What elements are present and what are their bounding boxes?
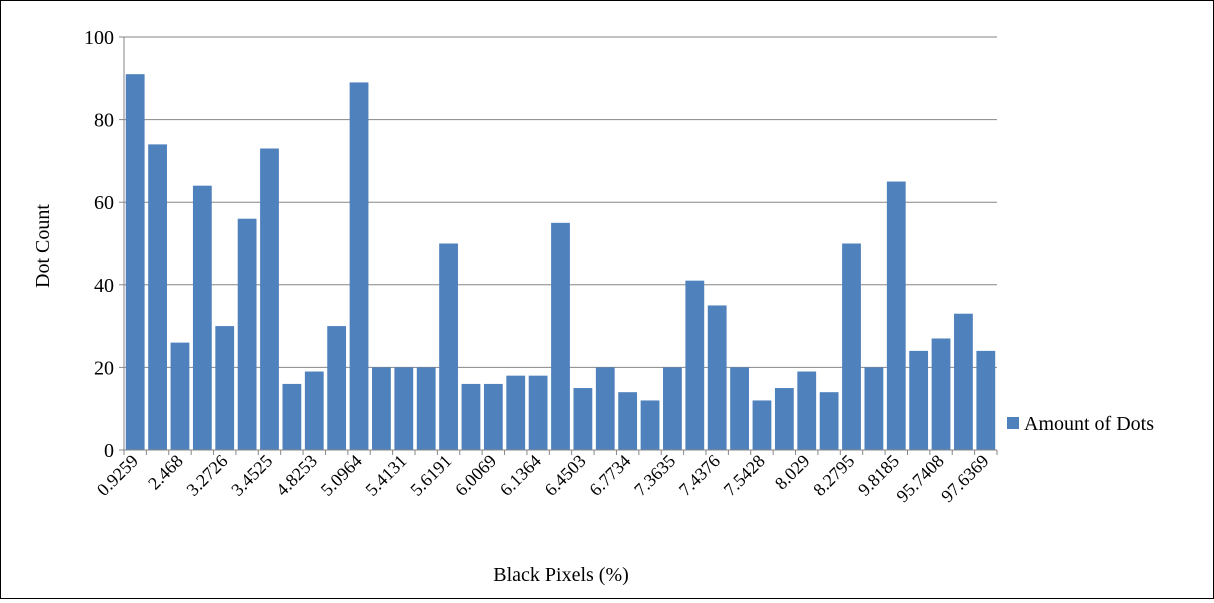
x-tick-label-10: 5.0964 xyxy=(317,451,366,500)
bar-20 xyxy=(573,388,593,450)
y-tick-label-100: 100 xyxy=(84,27,114,49)
x-tick-label-2: 2.468 xyxy=(144,451,187,494)
bar-27 xyxy=(730,367,749,450)
bar-28 xyxy=(752,400,772,450)
bar-4 xyxy=(215,326,235,450)
bar-3 xyxy=(192,185,212,450)
x-tick-label-30: 8.029 xyxy=(771,451,814,494)
bar-35 xyxy=(909,350,929,450)
x-tick-label-38: 97.6369 xyxy=(937,451,993,507)
y-tick-label-40: 40 xyxy=(94,275,114,297)
x-tick-label-14: 5.6191 xyxy=(406,451,455,500)
bar-23 xyxy=(640,400,660,450)
x-tick-label-24: 7.3635 xyxy=(630,451,679,500)
bar-7 xyxy=(282,383,302,450)
y-tick-label-0: 0 xyxy=(104,440,114,462)
bar-0 xyxy=(125,74,145,451)
bar-32 xyxy=(842,243,861,450)
bar-14 xyxy=(439,243,458,450)
bar-2 xyxy=(170,342,190,450)
y-tick-labels: 0 20 40 60 80 100 xyxy=(84,27,114,462)
x-tick-label-4: 3.2726 xyxy=(182,451,231,500)
x-tick-label-36: 95.7408 xyxy=(892,451,948,507)
bar-30 xyxy=(797,371,817,450)
bar-31 xyxy=(819,392,839,450)
x-tick-label-26: 7.4376 xyxy=(675,451,724,500)
x-tick-label-12: 5.4131 xyxy=(361,451,410,500)
bar-12 xyxy=(394,367,414,450)
bar-5 xyxy=(237,218,257,450)
axes xyxy=(123,37,998,455)
bar-8 xyxy=(304,371,324,450)
bar-10 xyxy=(349,82,369,451)
y-tick-label-60: 60 xyxy=(94,192,114,214)
x-tick-labels: 0.9259 2.4683.27263.45254.82535.09645.413… xyxy=(93,451,993,507)
y-tick-label-20: 20 xyxy=(94,357,114,379)
x-tick-label-6: 3.4525 xyxy=(227,451,276,500)
x-tick-label-18: 6.1364 xyxy=(496,451,545,500)
bar-36 xyxy=(931,338,951,450)
bar-19 xyxy=(551,222,570,450)
bar-22 xyxy=(618,392,638,450)
x-tick-label-16: 6.0069 xyxy=(451,451,500,500)
bar-37 xyxy=(954,313,973,450)
bar-34 xyxy=(886,181,906,451)
legend-label: Amount of Dots xyxy=(1024,413,1154,435)
bar-1 xyxy=(148,144,167,450)
bar-9 xyxy=(327,326,347,450)
y-axis-title: Dot Count xyxy=(32,204,54,288)
bar-29 xyxy=(774,388,794,450)
x-tick-label-32: 8.2795 xyxy=(809,451,858,500)
bar-17 xyxy=(506,375,526,450)
bar-21 xyxy=(595,367,615,450)
bar-18 xyxy=(528,375,548,450)
x-tick-label-0: 0.9259 xyxy=(93,451,142,500)
bar-26 xyxy=(707,305,727,450)
x-tick-label-8: 4.8253 xyxy=(272,451,321,500)
bar-38 xyxy=(976,350,996,450)
bar-11 xyxy=(372,367,391,450)
bar-24 xyxy=(663,367,682,450)
x-tick-label-22: 6.7734 xyxy=(585,451,634,500)
y-tick-label-80: 80 xyxy=(94,110,114,132)
bar-6 xyxy=(260,148,279,450)
bar-16 xyxy=(483,383,503,450)
bar-33 xyxy=(864,367,884,450)
bar-13 xyxy=(416,367,436,450)
x-tick-label-28: 7.5428 xyxy=(720,451,769,500)
x-tick-label-20: 6.4503 xyxy=(541,451,590,500)
bar-25 xyxy=(685,280,705,450)
legend-swatch xyxy=(1007,417,1019,429)
x-axis-title: Black Pixels (%) xyxy=(493,564,629,586)
legend: Amount of Dots xyxy=(1007,413,1154,435)
bar-series xyxy=(125,74,996,451)
bar-15 xyxy=(461,383,481,450)
